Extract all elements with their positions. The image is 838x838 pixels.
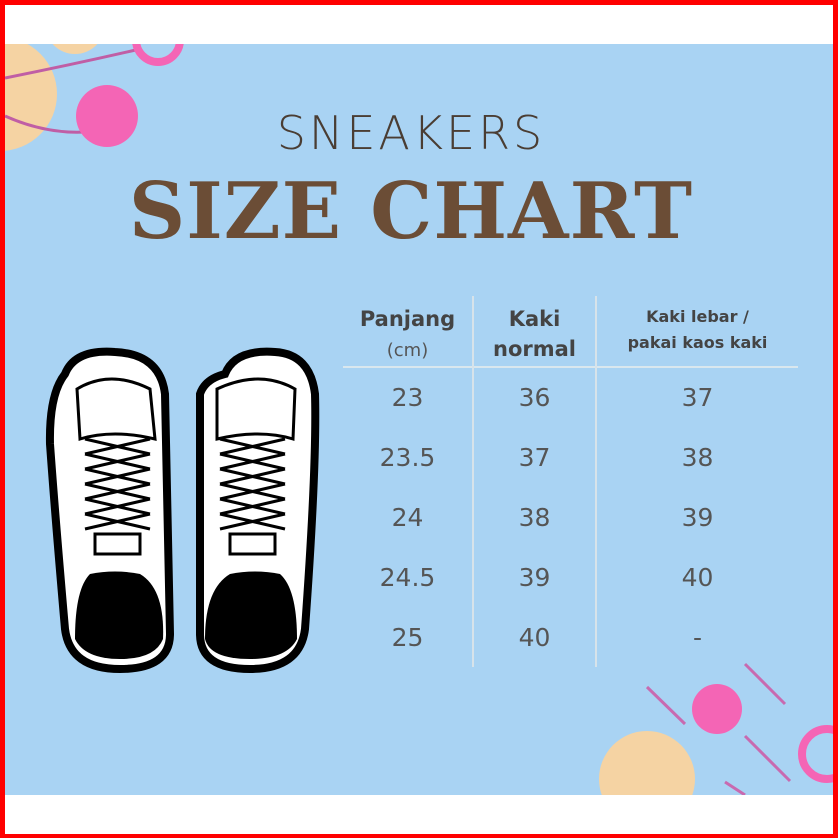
header-text: Kaki lebar / [646,307,749,326]
table-cell: 23.5 [379,442,436,472]
table-row: 24.5 39 40 [343,547,798,607]
header-text: normal [493,337,576,361]
table-cell: 38 [681,442,714,472]
table-row: 23.5 37 38 [343,427,798,487]
decorative-shapes [5,44,833,795]
header-unit: (cm) [386,340,429,361]
header-normal: Kaki normal [472,296,597,367]
table-cell: 36 [472,367,597,427]
left-shoe-icon [45,347,175,674]
table-header-row: Panjang (cm) Kaki normal Kaki lebar / pakai… [343,296,798,367]
header-text: Panjang [359,307,456,331]
table-cell: 25 [391,622,424,652]
table-row: 25 40 - [343,607,798,667]
header-wide: Kaki lebar / pakai kaos kaki [596,296,798,367]
subtitle: SNEAKERS [276,106,546,160]
table-row: 23 36 37 [343,367,798,427]
right-shoe-icon [196,347,320,674]
header-length: Panjang (cm) [343,296,473,367]
size-chart-poster: SNEAKERS SIZE CHART Panjang (cm) Kaki norm… [5,44,833,795]
header-text: Kaki [508,307,561,331]
size-table: Panjang (cm) Kaki normal Kaki lebar / pakai… [343,296,798,667]
sneakers-illustration [45,347,320,674]
header-text: pakai kaos kaki [627,333,768,352]
table-cell: 24 [391,502,424,532]
table-cell: - [692,622,703,652]
table-cell: 40 [681,562,714,592]
table-cell: 24.5 [379,562,436,592]
table-cell: 39 [472,547,597,607]
table-cell: 37 [681,383,714,412]
page-title: SIZE CHART [128,166,694,257]
table-cell: 38 [472,487,597,547]
table-row: 24 38 39 [343,487,798,547]
table-cell: 40 [472,607,597,667]
table-cell: 37 [472,427,597,487]
table-cell: 39 [681,502,714,532]
table-cell: 23 [391,383,424,412]
